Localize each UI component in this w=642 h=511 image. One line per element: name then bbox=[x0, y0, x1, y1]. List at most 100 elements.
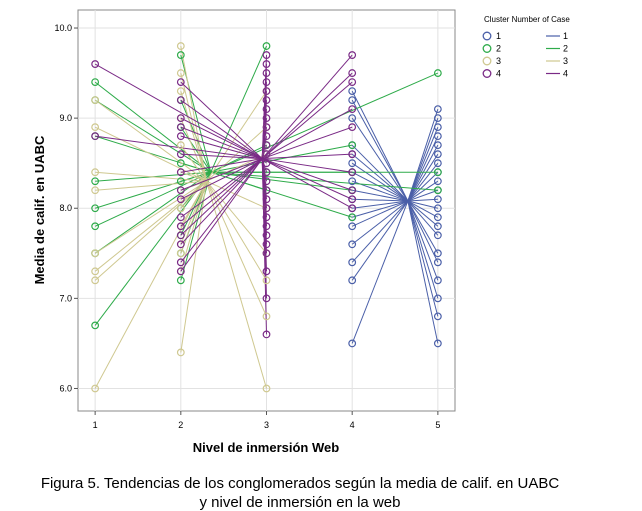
x-tick-label: 4 bbox=[350, 420, 355, 430]
y-tick-label: 7.0 bbox=[59, 293, 72, 303]
cluster-1-point bbox=[348, 177, 357, 186]
cluster-2-trend-line bbox=[210, 171, 353, 191]
cluster-4-trend-line bbox=[180, 99, 263, 160]
cluster-4-point bbox=[262, 123, 271, 132]
cluster-4-trend-line bbox=[180, 153, 263, 160]
cluster-2-trend-line bbox=[94, 81, 212, 173]
cluster-4-point bbox=[262, 330, 271, 339]
cluster-3-trend-line bbox=[180, 90, 208, 182]
cluster-2-trend-line bbox=[210, 72, 439, 173]
cluster-2-point bbox=[176, 177, 185, 186]
cluster-4-trend-line bbox=[180, 158, 263, 272]
cluster-4-trend-line bbox=[180, 158, 263, 218]
cluster-2-point bbox=[433, 168, 442, 177]
cluster-3-trend-line bbox=[180, 181, 207, 254]
cluster-1-point bbox=[433, 150, 442, 159]
cluster-3-point bbox=[91, 186, 100, 195]
cluster-1-point bbox=[348, 96, 357, 105]
cluster-4-trend-line bbox=[262, 158, 353, 200]
legend-label-2: 2 bbox=[496, 44, 501, 54]
cluster-4-trend-line bbox=[261, 72, 353, 160]
cluster-4-point bbox=[262, 231, 271, 240]
cluster-1-point bbox=[433, 222, 442, 231]
cluster-2-point bbox=[433, 186, 442, 195]
cluster-2-point bbox=[176, 51, 185, 59]
cluster-3-trend-line bbox=[94, 180, 207, 254]
cluster-4-point bbox=[348, 69, 357, 77]
cluster-4-point bbox=[176, 123, 185, 132]
cluster-3-trend-line bbox=[180, 171, 207, 182]
cluster-2-point bbox=[91, 222, 100, 231]
cluster-3-point bbox=[176, 42, 185, 50]
y-tick-label: 8.0 bbox=[59, 203, 72, 213]
cluster-3-trend-line bbox=[180, 72, 208, 182]
cluster-4-trend-line bbox=[261, 108, 353, 160]
cluster-3-point bbox=[91, 123, 100, 132]
cluster-4-point bbox=[348, 168, 357, 177]
cluster-1-trend-line bbox=[407, 200, 439, 344]
cluster-4-trend-line bbox=[262, 158, 353, 191]
x-axis-title: Nivel de inmersión Web bbox=[193, 440, 339, 455]
cluster-1-point bbox=[433, 276, 442, 285]
cluster-4-point bbox=[262, 132, 271, 141]
cluster-1-point bbox=[433, 339, 442, 348]
cluster-1-trend-line bbox=[407, 171, 439, 202]
cluster-4-trend-line bbox=[261, 81, 353, 160]
series-points bbox=[91, 42, 442, 393]
cluster-4-trend-line bbox=[261, 54, 353, 160]
legend-line-label-3: 3 bbox=[563, 56, 568, 66]
cluster-4-point bbox=[262, 159, 271, 168]
cluster-3-trend-line bbox=[94, 99, 207, 182]
cluster-3-trend-line bbox=[180, 180, 207, 209]
cluster-1-trend-line bbox=[351, 153, 409, 202]
cluster-3-point bbox=[91, 384, 100, 393]
cluster-4-point bbox=[176, 231, 185, 240]
cluster-4-trend-line bbox=[262, 153, 353, 160]
cluster-3-trend-line bbox=[206, 126, 267, 182]
cluster-3-point bbox=[262, 384, 271, 393]
cluster-4-point bbox=[262, 294, 271, 303]
cluster-3-point bbox=[262, 312, 271, 321]
cluster-4-trend-line bbox=[180, 135, 263, 160]
legend-line-label-2: 2 bbox=[563, 44, 568, 54]
x-tick-label: 3 bbox=[264, 420, 269, 430]
cluster-1-trend-line bbox=[351, 200, 409, 281]
axis-ticks: 1 2 3 4 5 6.0 7.0 8.0 9.0 10.0 bbox=[54, 23, 440, 430]
cluster-2-point bbox=[91, 204, 100, 213]
cluster-4-point bbox=[176, 114, 185, 123]
cluster-4-trend-line bbox=[262, 158, 353, 173]
y-axis-title: Media de calif. en UABC bbox=[32, 135, 47, 284]
cluster-4-point bbox=[176, 240, 185, 249]
cluster-1-point bbox=[433, 114, 442, 123]
cluster-2-trend-line bbox=[180, 172, 212, 281]
cluster-1-trend-line bbox=[407, 200, 439, 263]
cluster-4-point bbox=[262, 150, 271, 159]
x-tick-label: 2 bbox=[178, 420, 183, 430]
cluster-2-trend-line bbox=[180, 162, 211, 173]
cluster-1-point bbox=[348, 240, 357, 249]
x-tick-label: 5 bbox=[435, 420, 440, 430]
cluster-1-trend-line bbox=[352, 189, 408, 202]
cluster-4-point bbox=[262, 186, 271, 195]
cluster-3-point bbox=[176, 249, 185, 258]
cluster-2-point bbox=[262, 42, 271, 50]
cluster-1-point bbox=[433, 312, 442, 321]
cluster-1-trend-line bbox=[407, 180, 439, 202]
cluster-1-trend-line bbox=[351, 200, 409, 227]
cluster-4-point bbox=[348, 123, 357, 132]
cluster-1-trend-line bbox=[407, 200, 439, 236]
cluster-4-trend-line bbox=[180, 158, 263, 227]
cluster-1-point bbox=[348, 276, 357, 285]
cluster-3-trend-line bbox=[180, 181, 208, 353]
cluster-4-trend-line bbox=[180, 158, 263, 236]
legend-label-1: 1 bbox=[496, 31, 501, 41]
cluster-1-trend-line bbox=[351, 200, 409, 344]
cluster-3-trend-line bbox=[206, 180, 267, 254]
cluster-1-point bbox=[348, 159, 357, 168]
cluster-4-point bbox=[262, 78, 271, 86]
cluster-3-trend-line bbox=[206, 181, 267, 317]
figure-caption-line-2: y nivel de inmersión en la web bbox=[199, 494, 401, 511]
cluster-3-trend-line bbox=[180, 181, 207, 245]
cluster-3-point bbox=[176, 87, 185, 96]
cluster-1-point bbox=[348, 258, 357, 267]
